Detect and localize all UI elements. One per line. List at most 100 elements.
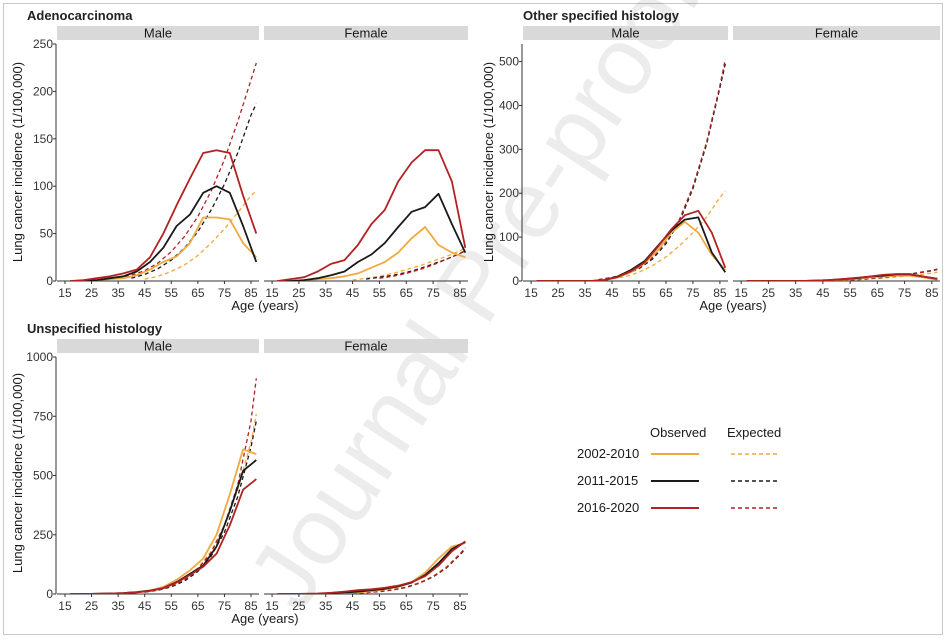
x-tick-label: 25 [551, 286, 565, 300]
facet-female: Female 15 25 35 45 55 65 75 85 [733, 26, 940, 300]
facet-female: Female 15 25 35 45 55 65 75 85 [264, 339, 468, 613]
x-tick-label: 85 [244, 599, 258, 613]
series-expected-2016-2020 [117, 62, 257, 279]
series-observed-2002-2010 [70, 448, 257, 594]
watermark-text: Journal Pre-proof [228, 0, 722, 626]
y-tick-label: 150 [33, 132, 53, 146]
series-expected-2016-2020 [836, 268, 938, 281]
x-tick-label: 15 [265, 599, 279, 613]
series-observed-2016-2020 [746, 273, 938, 281]
x-tick-label: 45 [138, 599, 152, 613]
series-expected-2002-2010 [144, 413, 257, 593]
x-tick-label: 25 [85, 286, 99, 300]
x-tick-label: 55 [843, 286, 857, 300]
x-tick-label: 15 [734, 286, 748, 300]
x-tick-label: 85 [453, 599, 467, 613]
series-observed-2016-2020 [70, 149, 258, 281]
x-tick-label: 65 [191, 286, 205, 300]
x-axis-title: Age (years) [699, 298, 766, 313]
facet-strip [264, 339, 468, 353]
x-tick-label: 65 [871, 286, 885, 300]
x-tick-label: 35 [789, 286, 803, 300]
y-tick-label: 0 [46, 274, 53, 288]
x-tick-label: 45 [816, 286, 830, 300]
facet-strip-label: Female [815, 26, 858, 41]
series-observed-2011-2015 [277, 192, 467, 281]
facet-male: Male 15 25 35 45 55 65 75 85 [523, 26, 728, 300]
x-tick-label: 25 [292, 286, 306, 300]
figure-frame [3, 3, 943, 635]
x-tick-label: 35 [319, 286, 333, 300]
y-tick-label: 0 [512, 274, 519, 288]
x-tick-label: 25 [85, 599, 99, 613]
y-axis-title: Lung cancer incidence (1/100,000) [10, 373, 25, 573]
x-tick-label: 85 [713, 286, 727, 300]
legend-label-2011-2015: 2011-2015 [577, 473, 638, 488]
panel-title-other: Other specified histology [523, 8, 680, 23]
x-tick-label: 85 [925, 286, 939, 300]
x-tick-label: 55 [632, 286, 646, 300]
x-tick-label: 15 [58, 599, 72, 613]
series-expected-2002-2010 [598, 190, 726, 281]
x-tick-label: 35 [578, 286, 592, 300]
x-axis-title: Age (years) [231, 298, 298, 313]
series-observed-2016-2020 [277, 540, 466, 594]
legend-observed-header: Observed [650, 425, 706, 440]
series-observed-2016-2020 [277, 149, 467, 281]
y-axis-title: Lung cancer incidence (1/100,000) [481, 62, 496, 262]
facet-strip [57, 339, 259, 353]
series-expected-2002-2010 [352, 547, 466, 594]
x-tick-label: 45 [605, 286, 619, 300]
facet-strip [733, 26, 940, 40]
x-tick-label: 45 [346, 286, 360, 300]
x-tick-label: 25 [762, 286, 776, 300]
y-tick-label: 1000 [26, 350, 53, 364]
x-tick-label: 55 [373, 286, 387, 300]
y-tick-label: 100 [33, 179, 53, 193]
facet-strip-label: Male [144, 26, 172, 41]
x-tick-label: 65 [400, 599, 414, 613]
x-tick-label: 85 [453, 286, 467, 300]
y-tick-label: 100 [499, 230, 519, 244]
facet-strip [523, 26, 728, 40]
facet-strip [57, 26, 259, 40]
y-tick-label: 250 [33, 37, 53, 51]
series-observed-2002-2010 [70, 216, 257, 281]
x-tick-label: 15 [58, 286, 72, 300]
x-tick-label: 75 [218, 286, 232, 300]
legend-label-2002-2010: 2002-2010 [577, 446, 639, 461]
panel-title-unspecified: Unspecified histology [27, 321, 163, 336]
facet-strip-label: Male [611, 26, 639, 41]
x-tick-label: 45 [138, 286, 152, 300]
facet-strip [264, 26, 468, 40]
legend: Observed Expected 2002-2010 2011-2015 20… [577, 425, 781, 515]
x-tick-label: 25 [292, 599, 306, 613]
x-tick-label: 55 [373, 599, 387, 613]
x-tick-label: 75 [686, 286, 700, 300]
series-expected-2011-2015 [144, 420, 257, 593]
x-tick-label: 35 [319, 599, 333, 613]
y-tick-label: 750 [33, 409, 53, 423]
series-expected-2011-2015 [131, 103, 257, 279]
x-tick-label: 55 [165, 286, 179, 300]
y-tick-label: 300 [499, 142, 519, 156]
facet-strip-label: Male [144, 339, 172, 354]
series-expected-2002-2010 [144, 190, 257, 280]
facet-female: Female 15 25 35 45 55 65 75 85 [264, 26, 468, 300]
x-tick-label: 85 [244, 286, 258, 300]
legend-label-2016-2020: 2016-2020 [577, 500, 639, 515]
x-tick-label: 35 [111, 286, 125, 300]
x-tick-label: 65 [659, 286, 673, 300]
x-tick-label: 65 [400, 286, 414, 300]
y-tick-label: 500 [33, 469, 53, 483]
series-expected-2016-2020 [144, 378, 257, 593]
series-observed-2016-2020 [70, 478, 257, 594]
x-tick-label: 15 [524, 286, 538, 300]
facet-strip-label: Female [344, 339, 387, 354]
series-observed-2011-2015 [536, 216, 727, 281]
x-tick-label: 75 [898, 286, 912, 300]
x-tick-label: 45 [346, 599, 360, 613]
y-tick-label: 200 [499, 186, 519, 200]
